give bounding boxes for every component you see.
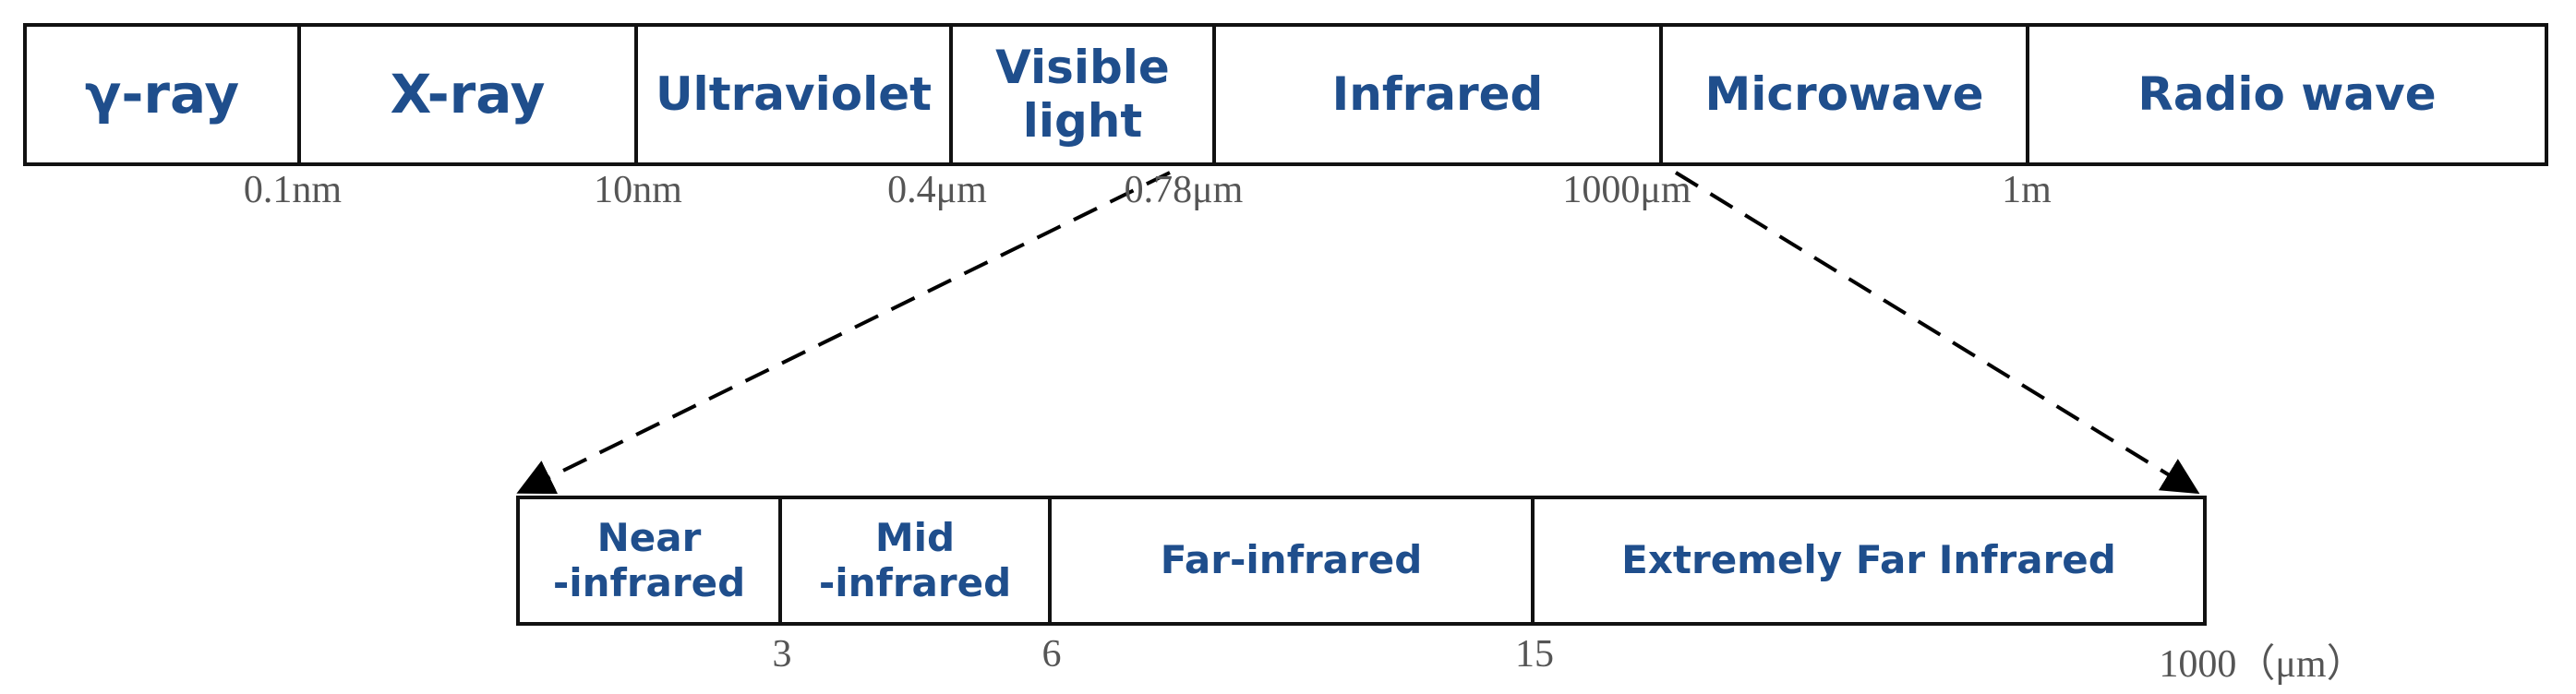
spectrum-band: Radio wave xyxy=(2029,23,2548,166)
infrared-band: Far-infrared xyxy=(1052,496,1535,626)
infrared-band: Near -infrared xyxy=(516,496,782,626)
boundary-label: 6 xyxy=(1041,633,1062,676)
spectrum-band: Microwave xyxy=(1663,23,2029,166)
boundary-label: 0.1nm xyxy=(243,169,343,211)
zoom-arrow xyxy=(1674,171,2200,495)
spectrum-band: γ-ray xyxy=(23,23,301,166)
boundary-label: 15 xyxy=(1515,633,1554,676)
boundary-label: 1000（μm） xyxy=(2159,643,2365,686)
boundary-label: 0.4μm xyxy=(887,169,987,211)
boundary-label: 1m xyxy=(2002,169,2052,211)
boundary-label: 10nm xyxy=(594,169,682,211)
spectrum-band: Infrared xyxy=(1216,23,1663,166)
boundary-label: 0.78μm xyxy=(1124,169,1244,211)
infrared-band: Mid -infrared xyxy=(782,496,1052,626)
spectrum-band: Visible light xyxy=(953,23,1216,166)
spectrum-band: X-ray xyxy=(301,23,638,166)
zoom-arrow xyxy=(516,171,1171,495)
boundary-label: 3 xyxy=(772,633,792,676)
spectrum-band: Ultraviolet xyxy=(638,23,953,166)
boundary-label: 1000μm xyxy=(1562,169,1691,211)
infrared-band: Extremely Far Infrared xyxy=(1535,496,2207,626)
